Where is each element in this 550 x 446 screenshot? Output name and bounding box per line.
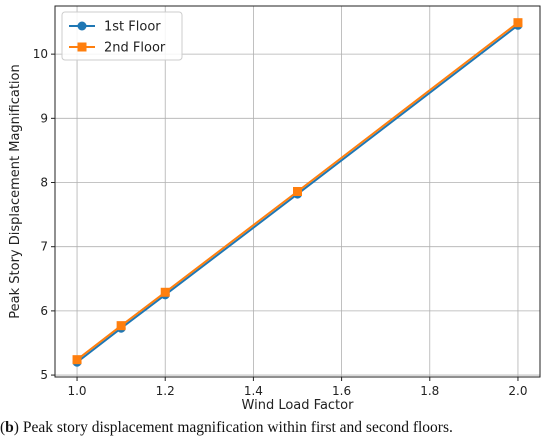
legend-marker	[77, 21, 87, 31]
legend-item-2: 2nd Floor	[69, 41, 166, 56]
x-tick-label: 1.0	[67, 384, 86, 398]
figure-caption: (b) Peak story displacement magnificatio…	[0, 419, 550, 437]
data-point	[513, 18, 523, 28]
x-tick-label: 1.8	[420, 384, 439, 398]
y-axis-label: Peak Story Displacement Magnification	[8, 64, 23, 318]
legend-label: 2nd Floor	[104, 41, 166, 56]
legend-item-1: 1st Floor	[69, 20, 161, 35]
y-tick-label: 7	[40, 240, 48, 254]
caption-paren: (	[0, 419, 6, 436]
plot-frame	[54, 5, 541, 378]
series-2	[72, 18, 523, 365]
x-tick-label: 1.2	[156, 384, 175, 398]
data-point	[72, 355, 82, 365]
caption-text: ) Peak story displacement magnification …	[13, 419, 453, 436]
y-tick-label: 6	[40, 304, 48, 318]
legend-marker	[77, 42, 87, 52]
x-axis-label: Wind Load Factor	[242, 398, 355, 413]
legend-label: 1st Floor	[104, 20, 161, 35]
y-tick-label: 5	[40, 368, 48, 382]
legend: 1st Floor 2nd Floor	[61, 11, 183, 61]
data-point	[293, 187, 302, 196]
x-tick-label: 1.4	[244, 384, 263, 398]
y-tick-label: 10	[33, 47, 48, 61]
y-tick-label: 9	[40, 111, 48, 125]
y-axis-ticks: 5 6 7 8 9 10	[33, 47, 55, 382]
x-tick-label: 2.0	[508, 384, 527, 398]
y-tick-label: 8	[40, 176, 48, 190]
x-axis-ticks: 1.0 1.2 1.4 1.6 1.8 2.0	[67, 377, 528, 398]
data-point	[116, 321, 126, 331]
data-point	[160, 287, 170, 297]
line-chart: 1.0 1.2 1.4 1.6 1.8 2.0 5 6 7 8 9 10 Wind Load Fac…	[8, 5, 541, 413]
x-tick-label: 1.6	[332, 384, 351, 398]
caption-letter: b	[5, 419, 14, 436]
series-layer	[72, 18, 523, 367]
